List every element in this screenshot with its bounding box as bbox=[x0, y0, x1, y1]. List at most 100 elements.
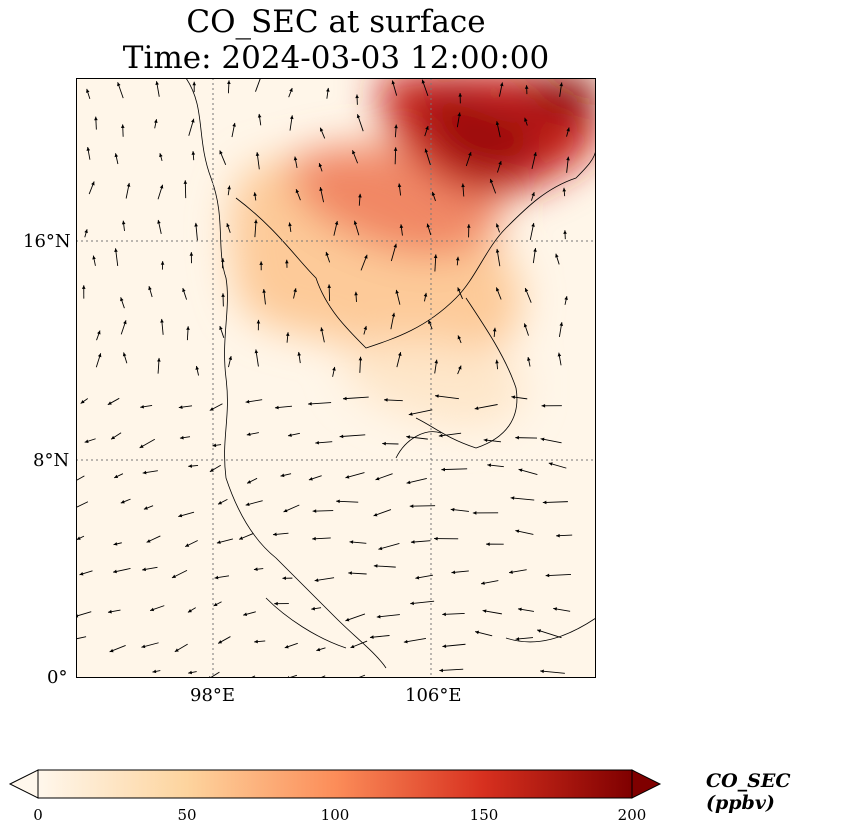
wind-arrow-head bbox=[455, 256, 460, 261]
wind-arrow-head bbox=[438, 433, 443, 438]
colorbar-tick-200: 200 bbox=[617, 806, 647, 824]
wind-arrow-head bbox=[511, 395, 516, 400]
wind-arrow-head bbox=[160, 261, 165, 265]
wind-arrow-head bbox=[545, 573, 550, 578]
wind-arrow-head bbox=[320, 327, 324, 332]
wind-arrow-head bbox=[289, 115, 294, 120]
wind-arrow bbox=[410, 600, 435, 605]
wind-arrow-head bbox=[280, 473, 285, 478]
wind-arrow bbox=[336, 500, 359, 503]
wind-arrow-head bbox=[221, 293, 225, 297]
wind-arrow-head bbox=[382, 441, 386, 446]
wind-arrow-head bbox=[482, 609, 487, 613]
wind-arrow-head bbox=[195, 365, 199, 370]
colorbar-tick-0: 0 bbox=[33, 806, 43, 824]
wind-arrow-head bbox=[219, 150, 223, 155]
wind-arrow-head bbox=[533, 152, 537, 157]
wind-arrow-head bbox=[274, 405, 279, 410]
wind-arrow-head bbox=[319, 127, 324, 132]
wind-arrow-head bbox=[450, 507, 455, 512]
wind-arrow-head bbox=[336, 499, 340, 504]
wind-arrow-head bbox=[394, 124, 398, 129]
wind-arrow-head bbox=[474, 406, 479, 410]
wind-arrow-head bbox=[79, 572, 84, 576]
wind-arrow-head bbox=[319, 187, 323, 192]
wind-arrow-head bbox=[342, 396, 347, 401]
wind-arrow-head bbox=[246, 432, 251, 437]
wind-arrow-head bbox=[451, 570, 456, 575]
wind-arrow-head bbox=[457, 335, 462, 340]
wind-arrow-head bbox=[487, 463, 492, 468]
wind-arrow-head bbox=[559, 322, 564, 326]
wind-arrow-head bbox=[114, 248, 118, 253]
lon-tick-106: 106°E bbox=[405, 685, 462, 706]
wind-arrow bbox=[542, 501, 568, 503]
colorbar-tick-50: 50 bbox=[177, 806, 197, 824]
wind-arrow-head bbox=[245, 399, 250, 404]
wind-arrow-head bbox=[288, 222, 292, 227]
wind-arrow-head bbox=[159, 184, 164, 189]
wind-arrow-head bbox=[318, 163, 323, 168]
wind-arrow-head bbox=[457, 112, 462, 117]
wind-arrow bbox=[76, 475, 85, 482]
wind-arrow-head bbox=[527, 357, 531, 361]
wind-arrow-head bbox=[334, 220, 339, 225]
wind-arrow-head bbox=[364, 254, 368, 259]
wind-arrow-head bbox=[327, 284, 332, 289]
wind-arrow-head bbox=[227, 80, 231, 85]
wind-arrow-head bbox=[566, 127, 570, 132]
wind-arrow-head bbox=[540, 669, 544, 674]
wind-arrow-head bbox=[431, 191, 436, 196]
wind-arrow-head bbox=[524, 288, 529, 292]
wind-arrow-head bbox=[495, 223, 500, 228]
wind-arrow-head bbox=[247, 480, 252, 484]
wind-arrow-head bbox=[481, 581, 485, 585]
wind-arrow bbox=[76, 636, 87, 640]
wind-arrow-head bbox=[76, 536, 81, 540]
wind-arrow bbox=[438, 432, 462, 437]
wind-arrow-head bbox=[499, 82, 504, 87]
wind-arrow-head bbox=[498, 160, 502, 165]
wind-arrow-head bbox=[533, 248, 537, 252]
wind-arrow bbox=[339, 434, 366, 438]
wind-arrow-head bbox=[442, 644, 447, 648]
wind-arrow-head bbox=[563, 230, 567, 234]
wind-arrow-head bbox=[472, 511, 477, 515]
wind-arrow bbox=[373, 565, 396, 568]
wind-arrow-head bbox=[510, 496, 515, 500]
wind-arrow-head bbox=[152, 669, 157, 674]
wind-arrow-head bbox=[398, 352, 402, 357]
wind-arrow-head bbox=[256, 319, 261, 324]
wind-arrow-head bbox=[441, 467, 445, 472]
wind-arrow-head bbox=[159, 153, 163, 158]
wind-arrow bbox=[342, 396, 369, 400]
colorbar-max-extend bbox=[631, 769, 662, 799]
wind-arrow-head bbox=[186, 326, 190, 330]
wind-arrow-head bbox=[218, 640, 223, 644]
wind-arrow-head bbox=[395, 289, 399, 294]
wind-arrow bbox=[442, 612, 465, 615]
wind-arrow-head bbox=[272, 532, 277, 537]
wind-arrow-head bbox=[254, 349, 259, 354]
wind-arrow-head bbox=[274, 601, 278, 606]
wind-arrow-head bbox=[285, 332, 290, 336]
wind-arrow-head bbox=[369, 635, 374, 639]
wind-arrow bbox=[76, 501, 89, 509]
wind-arrow bbox=[378, 542, 400, 550]
colorbar-min-extend bbox=[8, 769, 39, 799]
wind-arrow-head bbox=[289, 87, 293, 92]
wind-arrow-head bbox=[466, 224, 471, 228]
wind-arrow-head bbox=[353, 220, 358, 225]
colorbar bbox=[8, 768, 668, 808]
wind-arrow-head bbox=[495, 248, 500, 253]
wind-arrow-head bbox=[139, 444, 144, 448]
wind-arrow-head bbox=[468, 151, 472, 156]
wind-arrow-head bbox=[228, 356, 233, 360]
wind-arrow-head bbox=[410, 540, 415, 544]
wind-arrow-head bbox=[111, 435, 116, 440]
wind-arrow-head bbox=[384, 398, 388, 402]
wind-arrow-head bbox=[86, 147, 91, 151]
wind-arrow-head bbox=[218, 501, 223, 505]
wind-arrow-head bbox=[179, 435, 184, 440]
wind-arrow-head bbox=[253, 567, 258, 571]
